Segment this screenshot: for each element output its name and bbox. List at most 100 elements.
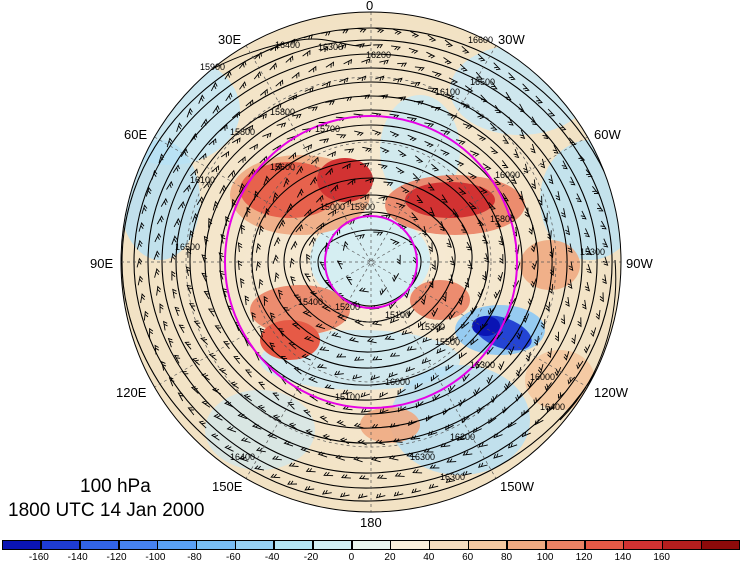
wind-barb	[163, 320, 168, 331]
wind-barb	[431, 260, 436, 271]
wind-barb	[238, 182, 245, 193]
wind-barb	[446, 458, 457, 463]
wind-barb	[548, 174, 554, 185]
wind-barb	[258, 381, 265, 390]
wind-barb	[395, 166, 405, 174]
contour-label: 16100	[435, 87, 460, 97]
contour-label: 15300	[580, 247, 605, 257]
wind-barb	[455, 139, 466, 145]
valid-time-title: 1800 UTC 14 Jan 2000	[8, 500, 205, 521]
wind-barb	[339, 492, 350, 498]
wind-barb	[270, 44, 279, 52]
wind-barb	[273, 236, 281, 247]
wind-barb	[258, 113, 267, 120]
wind-barb	[272, 191, 279, 202]
wind-barb	[317, 451, 328, 458]
wind-barb	[479, 186, 488, 194]
wind-barb	[316, 222, 324, 230]
wind-barb	[542, 130, 549, 140]
wind-barb	[461, 416, 470, 424]
wind-barb	[303, 34, 313, 40]
wind-barb	[257, 404, 267, 413]
wind-barb	[287, 480, 298, 485]
wind-barb	[467, 259, 473, 270]
colorbar-tick-label: -100	[145, 552, 166, 563]
lon-label-120e: 120E	[116, 385, 147, 400]
wind-barb	[222, 288, 228, 298]
wind-barb	[160, 197, 168, 207]
wind-barb	[470, 150, 480, 157]
wind-barb	[188, 303, 196, 312]
wind-barb	[378, 163, 388, 170]
colorbar-swatch	[506, 540, 547, 550]
wind-barb	[442, 407, 451, 416]
wind-barb	[225, 215, 230, 226]
wind-barb	[393, 77, 403, 83]
wind-barb	[285, 55, 294, 63]
wind-barb	[178, 324, 185, 334]
colorbar-tick-label: -40	[264, 552, 280, 563]
colorbar-swatch	[2, 540, 42, 550]
colorbar-swatch	[351, 540, 391, 550]
wind-barb	[296, 165, 304, 175]
wind-barb	[355, 43, 365, 49]
wind-barb	[393, 491, 404, 497]
wind-barb	[518, 103, 525, 113]
wind-barb	[156, 215, 164, 225]
wind-barb	[231, 198, 237, 209]
magenta-circle-inner	[324, 215, 418, 309]
wind-barb	[321, 81, 331, 88]
wind-barb	[288, 151, 297, 160]
wind-barb	[352, 374, 362, 380]
wind-barb	[244, 369, 252, 378]
wind-barb	[396, 254, 401, 265]
wind-barb	[391, 45, 401, 51]
wind-barb	[522, 313, 530, 323]
wind-barb	[530, 143, 536, 154]
wind-barb	[415, 401, 424, 409]
wind-barb	[270, 473, 281, 479]
wind-barb	[580, 210, 587, 220]
wind-barb	[407, 134, 417, 142]
wind-barb	[151, 169, 158, 180]
map-border	[120, 11, 622, 513]
contour-label: 15600	[270, 162, 295, 172]
colorbar-tick-label: -160	[28, 552, 49, 563]
wind-barb	[397, 62, 408, 67]
wind-barb	[309, 290, 319, 299]
wind-barb	[456, 435, 467, 441]
wind-barb	[400, 186, 410, 194]
wind-barb	[275, 79, 284, 87]
wind-barb	[425, 415, 435, 422]
wind-barb	[324, 384, 335, 390]
wind-barb	[173, 354, 181, 364]
wind-barb	[497, 271, 504, 282]
wind-barb	[337, 43, 347, 50]
wind-barb	[461, 322, 470, 330]
wind-barb	[395, 202, 406, 209]
colorbar-tick-label: -80	[187, 552, 202, 563]
wind-barb	[222, 341, 230, 350]
wind-barb	[458, 352, 467, 360]
wind-barb	[397, 406, 407, 413]
wind-barb	[218, 252, 224, 262]
wind-barb	[448, 274, 454, 285]
wind-barb	[473, 427, 482, 434]
wind-barb	[293, 366, 302, 375]
wind-barb	[237, 412, 247, 420]
wind-barb	[138, 222, 145, 232]
wind-barb	[177, 201, 185, 210]
wind-barb	[477, 53, 486, 62]
contour-label: 16500	[470, 77, 495, 87]
wind-barb	[174, 306, 181, 316]
wind-barb	[446, 238, 452, 248]
wind-barb	[436, 326, 445, 333]
wind-barb	[172, 288, 178, 299]
wind-barb	[342, 198, 352, 206]
wind-barb	[339, 77, 349, 84]
wind-barb	[360, 193, 369, 200]
wind-barb	[347, 178, 356, 185]
wind-barb	[172, 164, 180, 174]
wind-barb	[516, 330, 523, 340]
wind-barb	[136, 257, 143, 268]
